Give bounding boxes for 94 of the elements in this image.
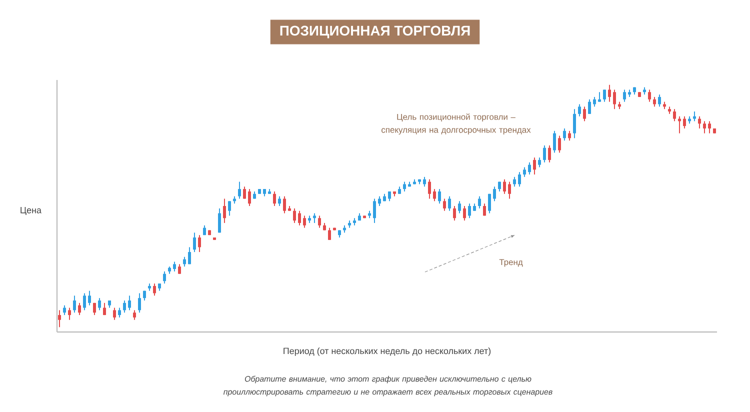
candlestick — [603, 89, 606, 102]
candlestick — [123, 300, 126, 314]
candlestick — [133, 310, 136, 320]
candlestick — [708, 120, 712, 134]
candlestick — [328, 227, 332, 240]
candlestick — [478, 196, 482, 209]
candlestick — [683, 116, 686, 129]
candlestick — [673, 108, 676, 122]
candlestick — [613, 89, 616, 110]
candlestick — [458, 200, 462, 214]
candlestick — [63, 304, 66, 316]
candlestick — [78, 302, 82, 316]
candlestick — [523, 166, 526, 178]
y-axis-title: Цена — [20, 207, 42, 216]
candlestick — [598, 92, 602, 102]
candlestick — [428, 178, 432, 200]
candlestick — [573, 108, 576, 139]
candlestick — [488, 193, 492, 214]
candlestick — [443, 198, 446, 212]
candlestick — [438, 188, 442, 204]
candlestick — [283, 196, 286, 214]
candlestick — [553, 130, 556, 154]
candlestick — [88, 290, 92, 306]
candlestick — [658, 94, 662, 108]
candlestick — [533, 157, 536, 175]
candlestick — [93, 302, 96, 316]
candlestick — [83, 292, 86, 311]
candlestick — [693, 110, 696, 122]
candlestick — [653, 96, 656, 108]
candlestick — [243, 186, 246, 200]
candlestick — [588, 98, 592, 114]
candlestick — [433, 188, 436, 202]
candlestick — [548, 144, 552, 163]
candlestick — [318, 215, 322, 228]
candlestick — [103, 302, 106, 316]
candlestick — [563, 128, 566, 142]
candlestick — [178, 264, 182, 274]
candlestick — [508, 181, 512, 200]
candlestick — [183, 256, 186, 268]
candlestick — [188, 246, 192, 265]
candlestick — [228, 200, 232, 216]
candlestick — [518, 172, 522, 188]
candlestick — [193, 232, 196, 253]
candlestick — [558, 135, 562, 154]
candlestick — [303, 215, 306, 228]
candlestick — [173, 261, 176, 272]
candlestick — [273, 190, 276, 206]
candlestick — [218, 208, 222, 234]
candlestick — [423, 176, 426, 188]
candlestick — [68, 307, 72, 320]
x-axis-title: Период (от нескольких недель до нескольких лет) — [284, 348, 491, 356]
candlestick — [593, 96, 596, 108]
candlestick — [468, 203, 472, 219]
candlestick — [403, 181, 406, 192]
candlestick — [568, 130, 572, 142]
candlestick — [448, 196, 452, 212]
candlestick — [298, 210, 302, 226]
candlestick — [513, 176, 516, 188]
candlestick — [623, 89, 626, 102]
candlestick — [118, 307, 122, 318]
candlestick — [58, 310, 62, 328]
candlestick — [113, 307, 116, 320]
candlestick — [453, 205, 456, 222]
candlestick — [503, 178, 506, 194]
candlestick — [163, 270, 166, 284]
candlestick — [373, 198, 376, 224]
candlestick — [153, 283, 156, 296]
candlestick — [538, 157, 542, 168]
candlestick — [583, 106, 586, 122]
candlestick — [128, 295, 132, 311]
candlestick — [98, 298, 102, 311]
candlestick — [578, 104, 582, 117]
candlestick — [293, 208, 296, 224]
candlestick — [463, 205, 466, 222]
candlestick — [648, 89, 652, 102]
candlestick — [73, 295, 76, 314]
candlestick — [238, 181, 242, 200]
annotation: Тренд — [499, 259, 523, 267]
candlestick — [543, 144, 546, 163]
candlestick — [483, 203, 486, 216]
annotation: Цель позиционной торговли – спекуляция на долгосрочных трендах — [382, 114, 531, 134]
candlestick — [138, 292, 142, 314]
candlestick — [608, 84, 612, 102]
candlestick — [703, 120, 706, 134]
candlestick — [528, 162, 532, 175]
chart-title: ПОЗИЦИОННАЯ ТОРГОВЛЯ — [280, 26, 470, 38]
candlestick — [248, 188, 252, 206]
candlestick — [223, 198, 226, 224]
candlestick — [698, 116, 702, 129]
candlestick — [378, 196, 382, 206]
candlestick — [198, 234, 202, 253]
candlestick — [493, 186, 496, 202]
candlestick — [278, 196, 282, 206]
candlestick — [313, 212, 316, 224]
